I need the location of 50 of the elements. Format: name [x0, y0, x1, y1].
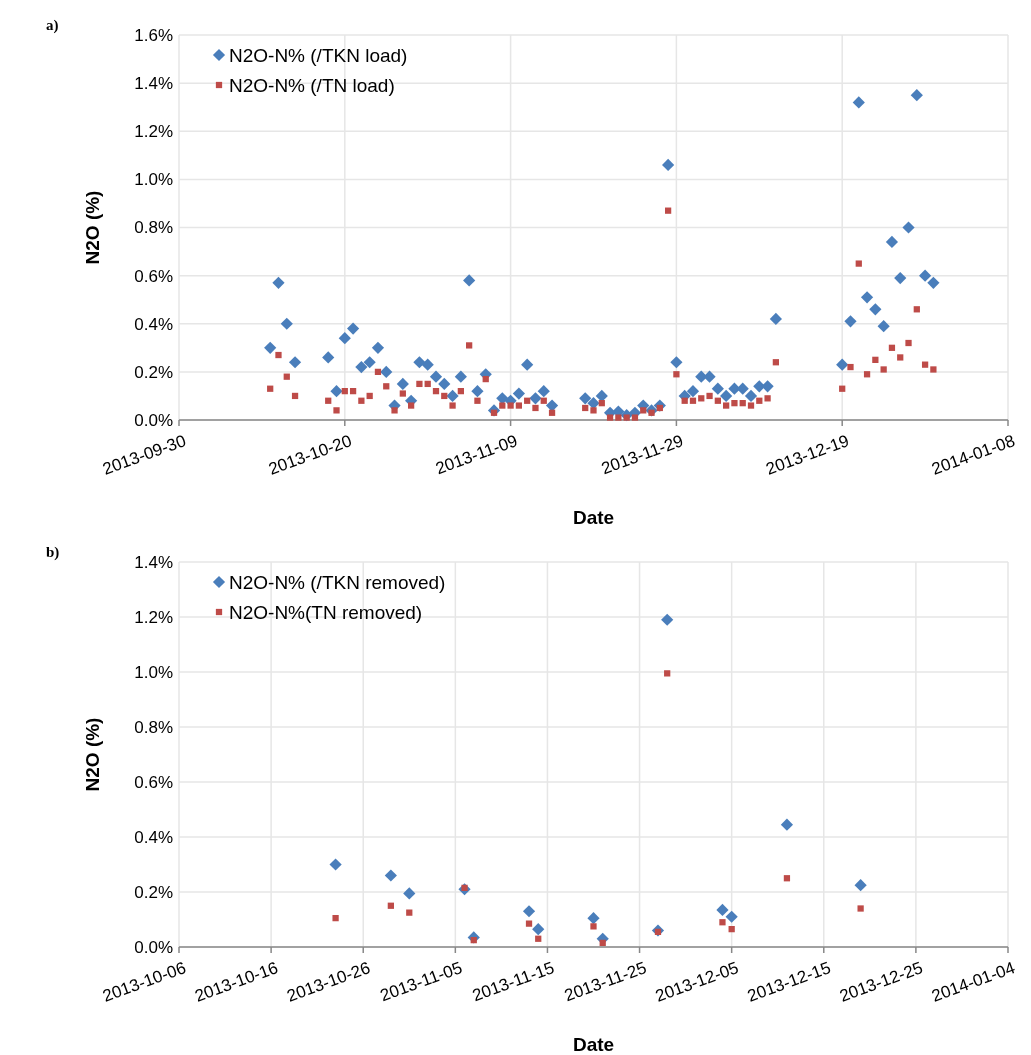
point — [664, 670, 671, 677]
y-tick-label: 1.6% — [134, 25, 173, 45]
y-tick-label: 0.4% — [134, 314, 173, 334]
y-tick-label: 1.4% — [134, 74, 173, 94]
y-tick-label: 0.0% — [134, 410, 173, 430]
y-tick-label: 0.2% — [134, 362, 173, 382]
point — [716, 903, 729, 916]
point — [587, 912, 600, 925]
y-tick-label: 1.0% — [134, 662, 173, 682]
y-tick-label: 1.0% — [134, 170, 173, 190]
point — [854, 879, 867, 892]
y-axis-title: N2O (%) — [82, 190, 103, 265]
point — [332, 914, 339, 922]
y-tick-label: 0.8% — [134, 218, 173, 238]
point — [728, 925, 735, 933]
point — [661, 613, 674, 626]
y-tick-label: 0.2% — [134, 882, 173, 902]
point — [403, 887, 416, 900]
point — [857, 905, 864, 912]
point — [387, 902, 394, 909]
x-axis-title: Date — [572, 1034, 615, 1055]
legend-label: N2O-N% (/TN load) — [229, 74, 395, 96]
point — [535, 935, 542, 942]
point — [406, 909, 413, 916]
y-axis-title: N2O (%) — [82, 717, 103, 792]
y-tick-label: 1.2% — [134, 607, 173, 627]
y-tick-label: 1.4% — [134, 552, 173, 572]
point — [780, 818, 794, 831]
y-tick-label: 0.0% — [134, 937, 173, 957]
text: b) — [46, 544, 60, 561]
point — [522, 905, 536, 918]
point — [525, 920, 533, 927]
point — [532, 923, 545, 936]
point — [783, 875, 791, 882]
y-tick-label: 0.8% — [134, 717, 173, 737]
point — [599, 939, 606, 947]
point — [329, 858, 342, 871]
legend-label: N2O-N% (/TKN removed) — [229, 571, 446, 593]
y-tick-label: 0.4% — [134, 827, 173, 847]
text: a) — [46, 17, 59, 34]
legend-label: N2O-N% (/TKN load) — [229, 44, 408, 66]
y-tick-label: 0.6% — [134, 772, 173, 792]
point — [384, 869, 397, 882]
y-tick-label: 0.6% — [134, 266, 173, 286]
point — [725, 910, 738, 923]
y-tick-label: 1.2% — [134, 122, 173, 142]
legend-label: N2O-N%(TN removed) — [229, 601, 423, 623]
point — [590, 923, 597, 930]
point — [719, 919, 726, 926]
x-axis-title: Date — [572, 507, 615, 528]
